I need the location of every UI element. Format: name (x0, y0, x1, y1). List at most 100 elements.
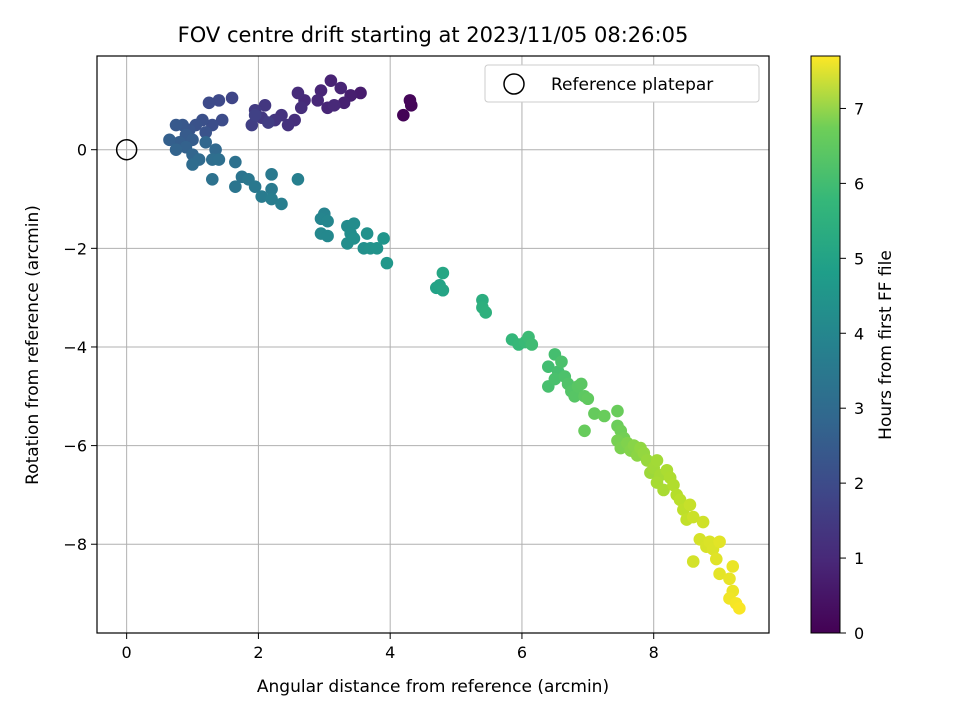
data-point (291, 172, 305, 186)
colorbar-tick-label: 6 (854, 174, 864, 193)
colorbar-tick-label: 3 (854, 399, 864, 418)
data-point (713, 567, 726, 581)
data-point (709, 552, 723, 566)
y-tick-label: −8 (63, 535, 87, 554)
data-point (294, 101, 308, 115)
data-point (163, 133, 176, 147)
data-point (667, 478, 680, 492)
data-point (291, 86, 305, 100)
data-point (403, 94, 417, 107)
colorbar-tick-label: 1 (854, 549, 864, 568)
data-point (245, 118, 259, 132)
data-point (281, 118, 295, 132)
data-point (169, 118, 183, 132)
data-point (202, 96, 216, 110)
x-axis-label: Angular distance from reference (arcmin) (257, 677, 609, 697)
colorbar-tick-label: 5 (854, 249, 864, 268)
data-point (212, 94, 226, 107)
data-point (261, 116, 275, 129)
data-point (733, 602, 746, 615)
colorbar-tick-label: 7 (854, 99, 864, 118)
data-point (186, 158, 199, 171)
data-point (311, 94, 325, 107)
data-point (215, 113, 229, 127)
data-point (726, 560, 740, 573)
legend-box (484, 64, 760, 103)
colorbar-tick-label: 2 (854, 474, 864, 493)
x-tick-label: 0 (122, 643, 132, 662)
data-point (611, 404, 624, 418)
data-point (209, 143, 222, 157)
x-tick-label: 4 (385, 643, 395, 662)
data-point (479, 306, 493, 319)
colorbar-label: Hours from first FF file (876, 250, 896, 440)
colorbar-ticks: 0 1 2 3 4 5 6 7 (840, 99, 864, 643)
y-axis-ticks: 0 −2 −4 −6 −8 (63, 141, 97, 554)
data-point (321, 214, 334, 228)
colorbar-tick-label: 0 (854, 624, 864, 643)
data-point (212, 153, 226, 166)
chart-title: FOV centre drift starting at 2023/11/05 … (178, 23, 689, 47)
data-point (337, 96, 351, 110)
colorbar: 0 1 2 3 4 5 6 7 Hours from first FF file (810, 55, 896, 643)
data-point (360, 227, 374, 240)
x-axis-ticks: 0 2 4 6 8 (122, 633, 659, 662)
data-point (229, 180, 242, 193)
data-point (436, 266, 450, 280)
legend-marker (503, 73, 525, 95)
data-point (347, 217, 361, 230)
data-point (525, 338, 539, 351)
data-point (248, 180, 262, 193)
colorbar-tick-label: 4 (854, 324, 864, 343)
data-point (581, 392, 595, 406)
data-point (225, 91, 239, 105)
data-point (713, 535, 726, 549)
reference-platepar-marker (115, 138, 138, 161)
data-point (723, 572, 736, 586)
legend: Reference platepar (484, 64, 760, 103)
data-point (683, 498, 697, 512)
data-point (275, 197, 288, 211)
data-point (314, 84, 328, 97)
x-tick-label: 2 (253, 643, 263, 662)
data-point (650, 454, 664, 467)
data-point (354, 86, 367, 100)
data-point (588, 407, 601, 420)
data-point (229, 155, 242, 169)
data-point (255, 190, 269, 203)
data-point (548, 372, 562, 386)
x-tick-label: 8 (649, 643, 659, 662)
data-point (597, 409, 611, 423)
data-point (248, 108, 262, 122)
data-point (265, 182, 278, 196)
data-point (555, 355, 568, 369)
data-point (169, 143, 183, 157)
data-point (265, 192, 278, 206)
colorbar-gradient (810, 55, 841, 634)
data-point (380, 256, 394, 270)
data-point (199, 136, 213, 149)
data-point (541, 360, 555, 373)
y-tick-label: −2 (63, 239, 87, 258)
data-point (377, 232, 390, 245)
data-point (657, 483, 670, 497)
data-point (370, 242, 384, 255)
data-point (686, 555, 700, 568)
data-point (324, 74, 338, 87)
data-point (327, 99, 341, 112)
reference-marker (115, 138, 138, 161)
data-point (568, 389, 581, 403)
grid (97, 56, 769, 633)
data-point (696, 515, 710, 529)
x-tick-label: 6 (517, 643, 527, 662)
data-point (574, 377, 588, 391)
data-point (258, 99, 272, 112)
y-tick-label: −4 (63, 338, 87, 357)
data-point (347, 232, 361, 245)
legend-label: Reference platepar (551, 75, 713, 95)
data-point (578, 424, 591, 438)
plot-frame (96, 55, 770, 634)
data-point (673, 493, 687, 507)
data-point (436, 283, 450, 297)
